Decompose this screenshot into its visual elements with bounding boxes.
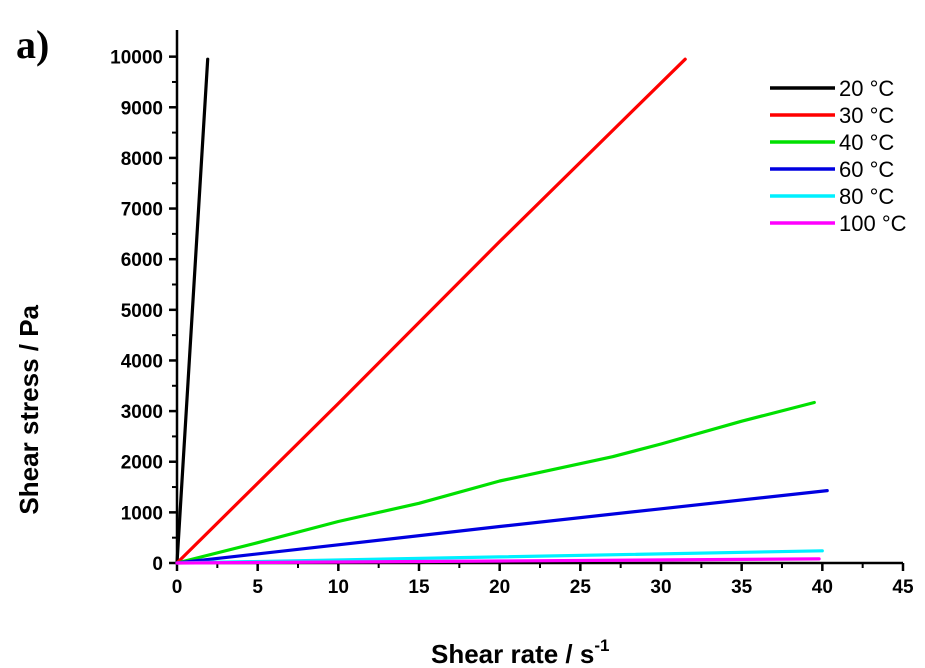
series-line-1 bbox=[175, 57, 687, 565]
legend-label-5: 100 °C bbox=[839, 211, 907, 236]
legend-label-2: 40 °C bbox=[839, 130, 894, 155]
y-tick-label: 2000 bbox=[121, 453, 163, 474]
y-tick-label: 9000 bbox=[121, 98, 163, 119]
x-tick-label: 20 bbox=[489, 577, 510, 598]
x-axis-title-superscript: -1 bbox=[594, 636, 609, 655]
x-axis-title: Shear rate / s-1 bbox=[431, 636, 609, 668]
y-tick-label: 8000 bbox=[121, 149, 163, 170]
plot-lines bbox=[175, 57, 829, 565]
legend-label-0: 20 °C bbox=[839, 76, 894, 101]
x-tick-label: 40 bbox=[812, 577, 833, 598]
y-axis-title: Shear stress / Pa bbox=[14, 304, 44, 514]
series-line-0 bbox=[175, 57, 210, 565]
x-tick-label: 25 bbox=[570, 577, 592, 598]
legend-label-4: 80 °C bbox=[839, 184, 894, 209]
y-tick-label: 6000 bbox=[121, 250, 163, 271]
y-tick-label: 1000 bbox=[121, 503, 163, 524]
legend-label-1: 30 °C bbox=[839, 103, 894, 128]
y-tick-label: 7000 bbox=[121, 200, 163, 221]
series-line-2 bbox=[175, 400, 816, 565]
y-tick-label: 4000 bbox=[121, 351, 163, 372]
series-line-3 bbox=[175, 489, 829, 565]
x-tick-label: 35 bbox=[731, 577, 753, 598]
y-tick-label: 0 bbox=[152, 554, 163, 575]
x-tick-label: 15 bbox=[408, 577, 430, 598]
y-tick-label: 3000 bbox=[121, 402, 163, 423]
x-tick-label: 0 bbox=[172, 577, 183, 598]
y-ticks: 0 1000 2000 3000 4000 5000 6000 7000 8000 9000 100… bbox=[110, 48, 177, 575]
y-tick-label: 10000 bbox=[110, 48, 163, 69]
series-line-5 bbox=[175, 557, 821, 565]
x-tick-label: 5 bbox=[252, 577, 263, 598]
x-axis-title-text: Shear rate / s bbox=[431, 639, 594, 668]
axes bbox=[175, 30, 903, 565]
x-tick-label: 10 bbox=[328, 577, 349, 598]
panel-label: a) bbox=[16, 22, 49, 67]
legend-label-3: 60 °C bbox=[839, 157, 894, 182]
x-ticks: 0 5 10 15 20 25 30 35 40 45 bbox=[172, 563, 914, 598]
x-tick-label: 45 bbox=[892, 577, 914, 598]
x-tick-label: 30 bbox=[650, 577, 671, 598]
y-tick-label: 5000 bbox=[121, 301, 163, 322]
